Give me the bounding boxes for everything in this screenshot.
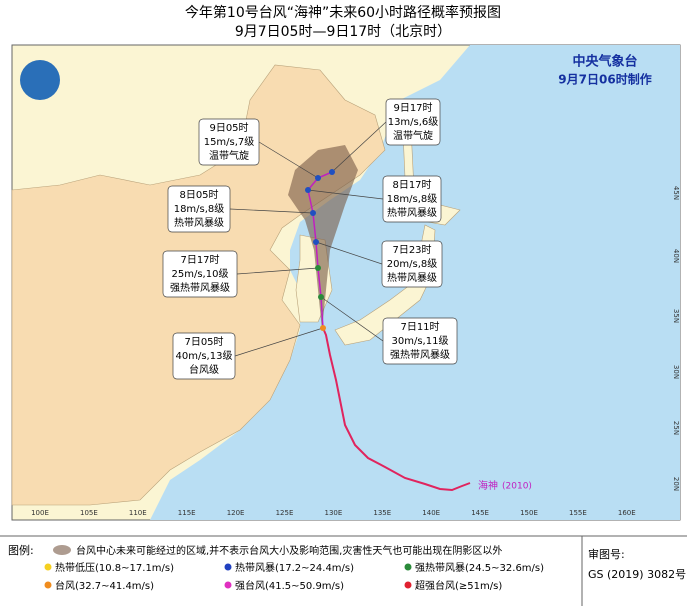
forecast-box <box>382 317 458 365</box>
legend-marker <box>404 581 412 589</box>
forecast-wind: 30m/s,11级 <box>392 335 449 347</box>
forecast-class: 温带气旋 <box>393 129 433 142</box>
lon-label: 145E <box>471 509 489 517</box>
forecast-box <box>167 185 231 233</box>
cone-text: 台风中心未来可能经过的区域,并不表示台风大小及影响范围,灾害性天气也可能出现在阴… <box>76 544 502 557</box>
forecast-box <box>198 118 260 166</box>
forecast-wind: 18m/s,8级 <box>174 203 225 215</box>
lat-label: 30N <box>672 365 680 379</box>
subtitle: 9月7日05时—9日17时（北京时） <box>235 24 451 40</box>
legend: 图例: 台风中心未来可能经过的区域,并不表示台风大小及影响范围,灾害性天气也可能… <box>0 535 687 606</box>
forecast-point <box>315 265 321 271</box>
leader-line <box>229 208 314 214</box>
legend-level: 强台风(41.5~50.9m/s) <box>235 579 344 592</box>
leader-line <box>307 189 384 200</box>
forecast-box <box>385 98 441 146</box>
map: 中央气象台 9月7日06时制作 海神 (2010) <box>11 44 681 521</box>
forecast-point <box>313 239 319 245</box>
lon-label: 140E <box>422 509 440 517</box>
forecast-point <box>329 169 335 175</box>
leader-line <box>320 296 384 342</box>
legend-title: 图例: <box>8 543 34 557</box>
lat-label: 35N <box>672 309 680 323</box>
typhoon-name: 海神 <box>478 479 498 492</box>
agency-name: 中央气象台 <box>572 54 637 70</box>
forecast-class: 热带风暴级 <box>174 216 224 229</box>
forecast-point <box>315 175 321 181</box>
lat-label: 45N <box>672 186 680 200</box>
legend-level: 超强台风(≥51m/s) <box>415 579 502 592</box>
forecast-point <box>320 325 326 331</box>
forecast-box <box>172 332 236 380</box>
legend-level: 热带低压(10.8~17.1m/s) <box>55 561 174 574</box>
forecast-wind: 13m/s,6级 <box>388 116 439 128</box>
forecast-box <box>162 250 238 298</box>
forecast-time: 7日11时 <box>400 321 439 333</box>
leader-line <box>234 327 324 357</box>
forecast-wind: 40m/s,13级 <box>176 350 233 362</box>
forecast-wind: 25m/s,10级 <box>172 268 229 280</box>
leader-line <box>258 141 319 179</box>
forecast-time: 7日17时 <box>180 254 219 266</box>
approval-label: 审图号: <box>588 547 625 561</box>
lon-label: 110E <box>129 509 147 517</box>
forecast-class: 温带气旋 <box>209 149 249 162</box>
forecast-box <box>382 175 442 223</box>
title: 今年第10号台风“海神”未来60小时路径概率预报图 <box>185 4 501 21</box>
forecast-time: 9日05时 <box>209 122 248 134</box>
lon-label: 150E <box>520 509 538 517</box>
leader-line <box>236 267 319 275</box>
legend-marker <box>44 581 52 589</box>
lon-label: 105E <box>80 509 98 517</box>
lat-label: 40N <box>672 249 680 263</box>
forecast-point <box>305 187 311 193</box>
forecast-class: 台风级 <box>189 363 219 376</box>
forecast-class: 热带风暴级 <box>387 271 437 284</box>
lat-label: 25N <box>672 421 680 435</box>
forecast-box <box>381 240 443 288</box>
forecast-class: 强热带风暴级 <box>170 281 230 294</box>
lon-label: 100E <box>31 509 49 517</box>
lon-label: 115E <box>178 509 196 517</box>
forecast-point <box>310 210 316 216</box>
issue-time: 9月7日06时制作 <box>558 72 651 87</box>
legend-level: 热带风暴(17.2~24.4m/s) <box>235 561 354 574</box>
legend-marker <box>404 563 412 571</box>
forecast-wind: 18m/s,8级 <box>387 193 438 205</box>
logo <box>20 60 60 100</box>
forecast-wind: 15m/s,7级 <box>204 136 255 148</box>
past-track <box>322 327 471 492</box>
forecast-class: 热带风暴级 <box>387 206 437 219</box>
forecast-time: 8日05时 <box>179 189 218 201</box>
forecast-time: 8日17时 <box>392 179 431 191</box>
typhoon-code: (2010) <box>502 482 532 492</box>
legend-level: 强热带风暴(24.5~32.6m/s) <box>415 561 544 574</box>
lon-label: 130E <box>325 509 343 517</box>
forecast-time: 9日17时 <box>393 102 432 114</box>
lat-label: 20N <box>672 477 680 491</box>
lon-label: 120E <box>227 509 245 517</box>
lon-label: 155E <box>569 509 587 517</box>
forecast-wind: 20m/s,8级 <box>387 258 438 270</box>
forecast-class: 强热带风暴级 <box>390 348 450 361</box>
cone-swatch <box>53 545 71 555</box>
forecast-time: 7日23时 <box>392 244 431 256</box>
legend-level: 台风(32.7~41.4m/s) <box>55 579 154 592</box>
leader-line <box>331 121 387 173</box>
legend-marker <box>224 563 232 571</box>
legend-marker <box>224 581 232 589</box>
approval-number: GS (2019) 3082号 <box>588 568 686 581</box>
leader-line <box>315 241 383 265</box>
lon-label: 160E <box>618 509 636 517</box>
legend-marker <box>44 563 52 571</box>
lon-label: 135E <box>373 509 391 517</box>
lon-label: 125E <box>276 509 294 517</box>
forecast-point <box>318 294 324 300</box>
forecast-time: 7日05时 <box>184 336 223 348</box>
